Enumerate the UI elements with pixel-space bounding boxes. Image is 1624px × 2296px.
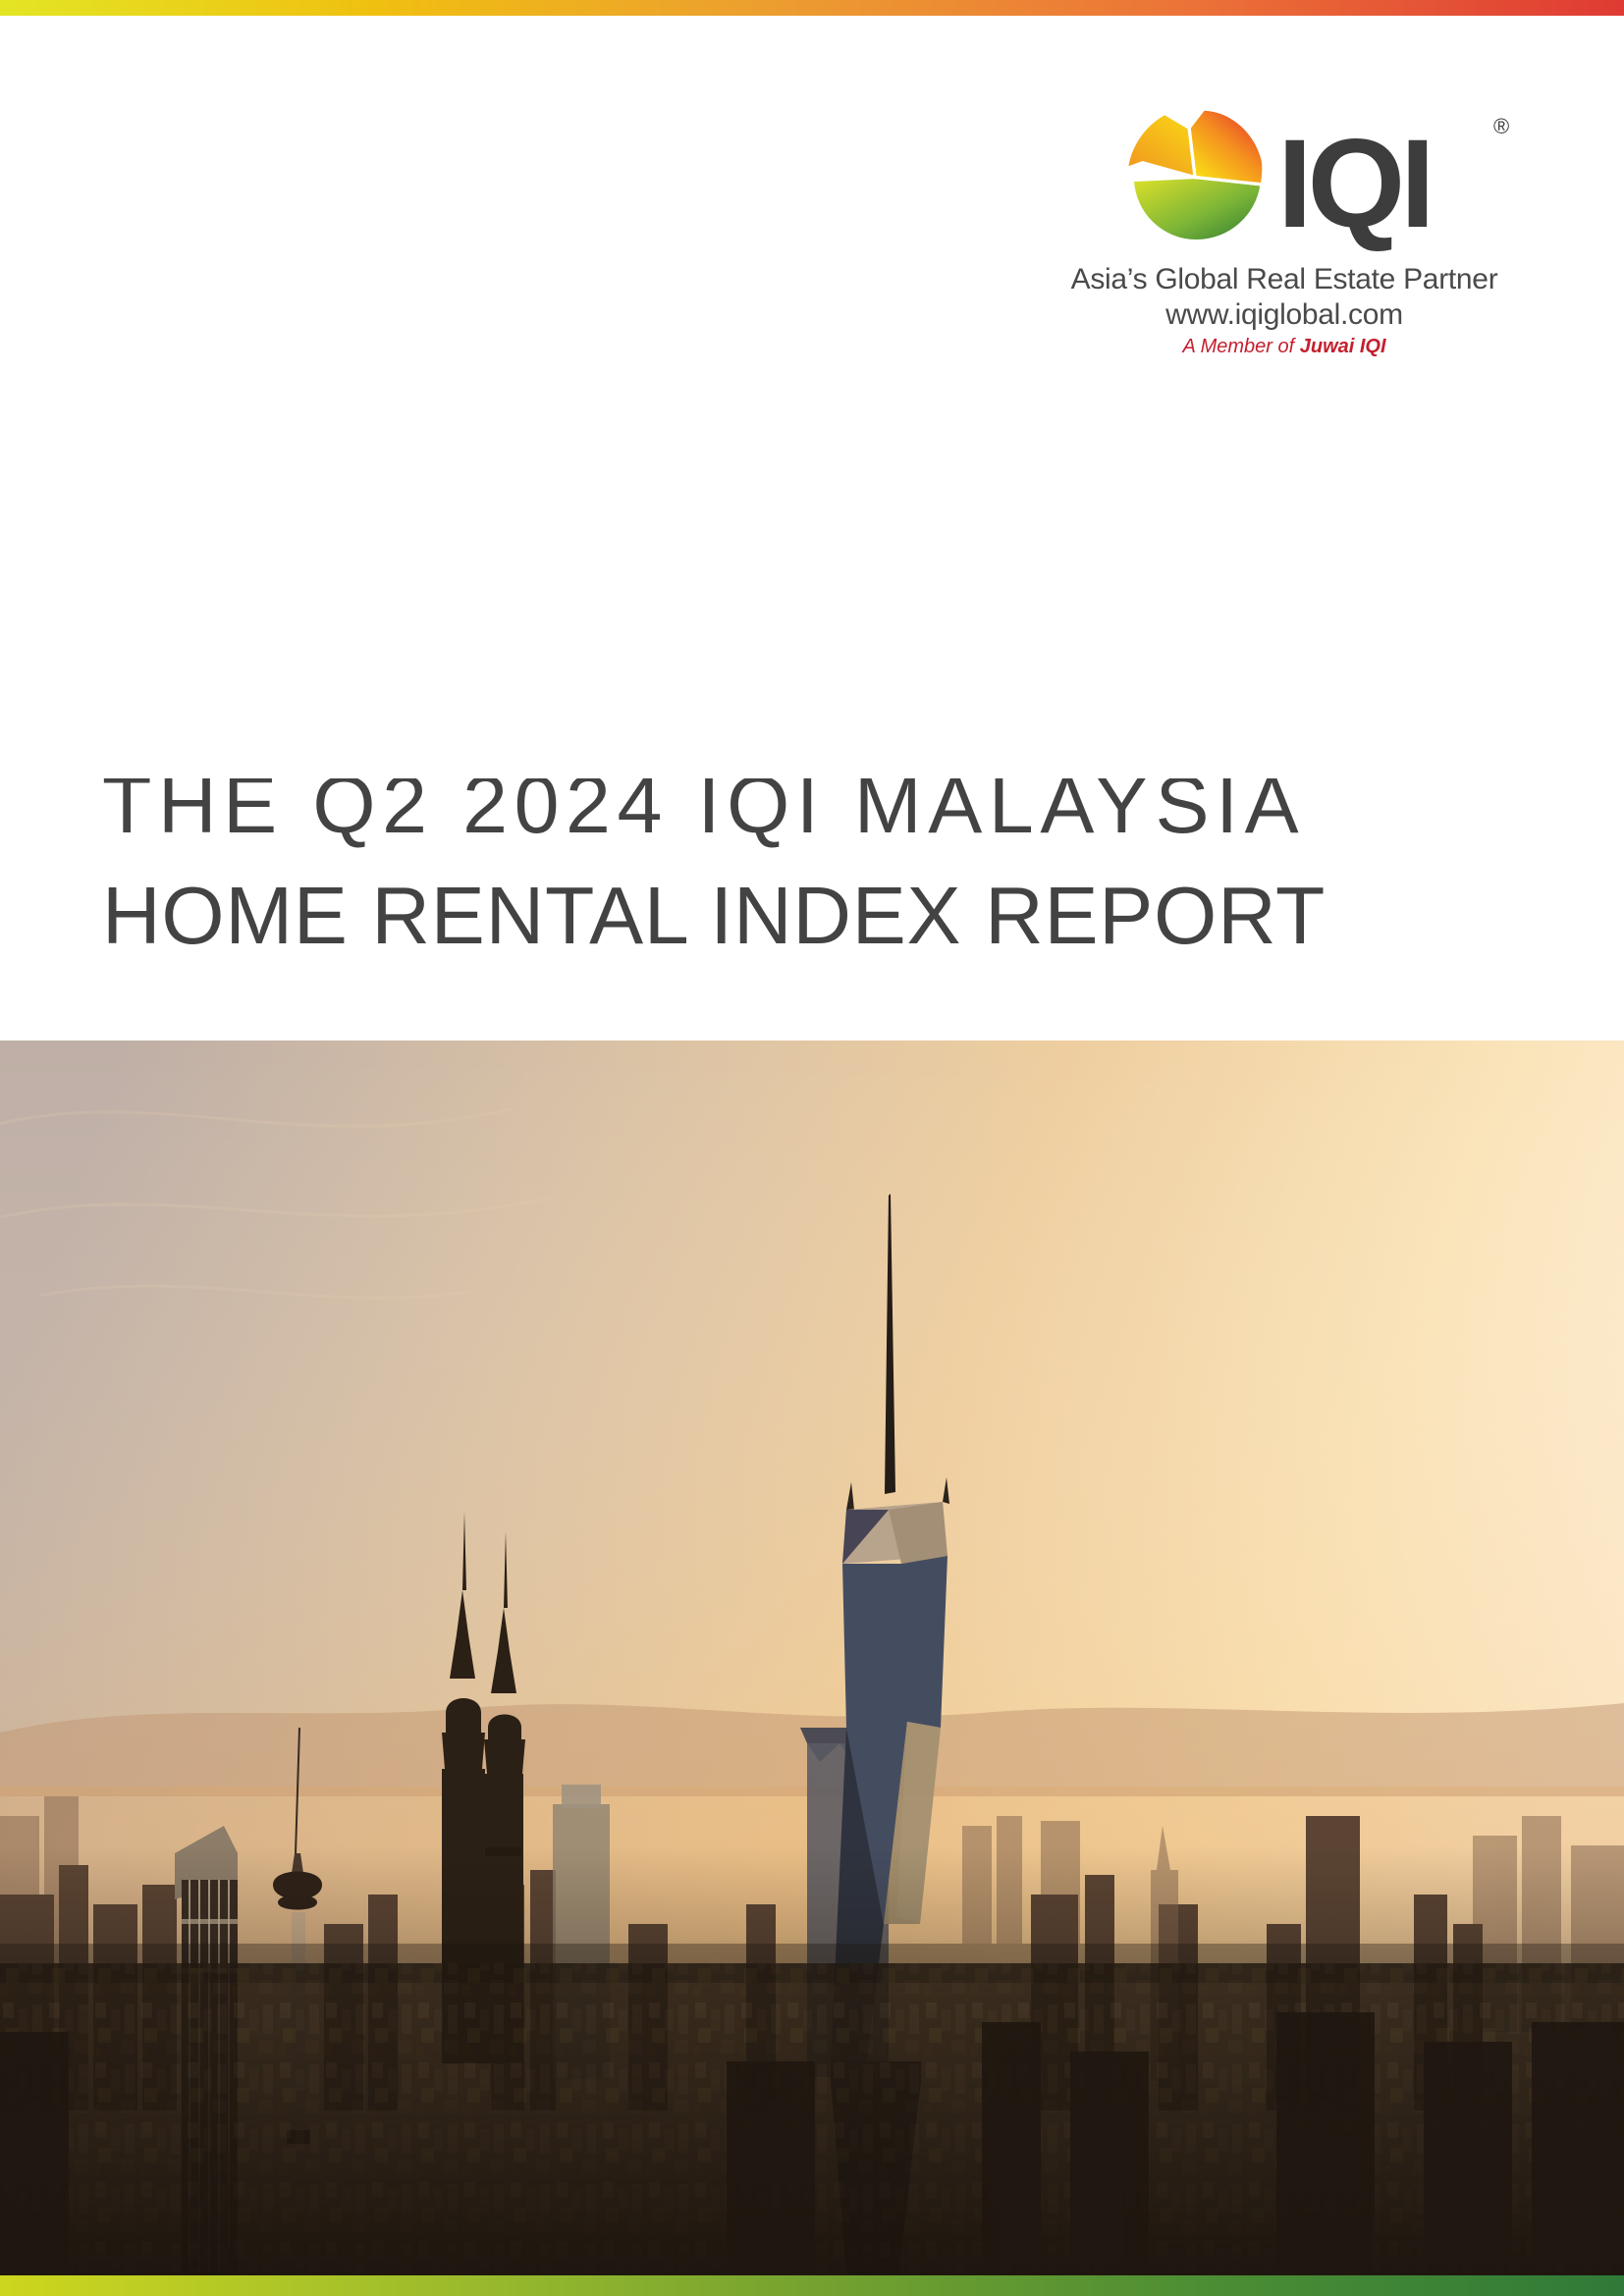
svg-text:HOME RENTAL INDEX REPORT: HOME RENTAL INDEX REPORT [102,871,1326,961]
svg-text:THE Q2 2024 IQI MALAYSIA: THE Q2 2024 IQI MALAYSIA [102,778,1305,850]
